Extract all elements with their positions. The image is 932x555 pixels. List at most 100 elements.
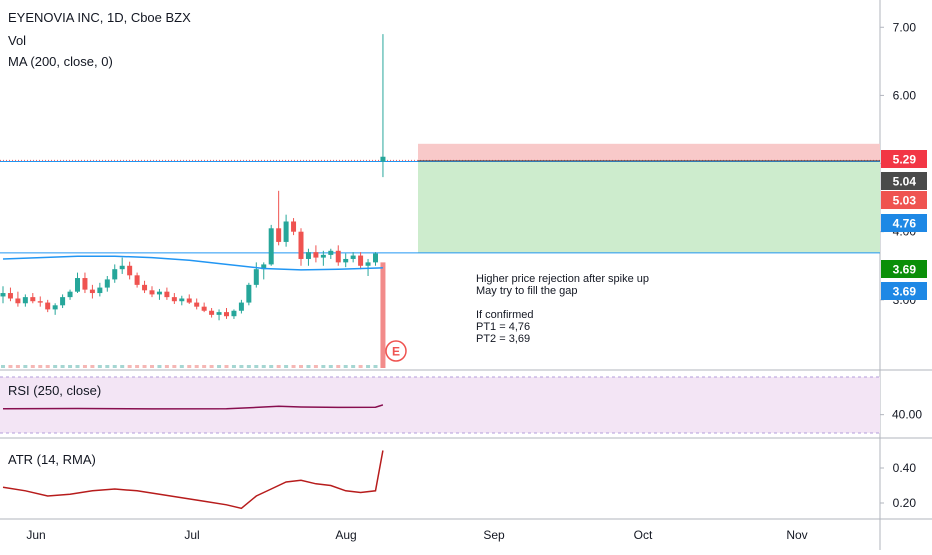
candle[interactable] (156, 288, 162, 300)
candle-body (75, 278, 80, 292)
candle[interactable] (82, 272, 88, 294)
candle[interactable] (194, 298, 200, 310)
candle[interactable] (112, 264, 118, 283)
candle[interactable] (246, 282, 252, 306)
rsi-axis[interactable]: 40.00 (880, 408, 922, 422)
volume-bar (202, 365, 207, 368)
earnings-marker-label: E (392, 345, 400, 359)
candle[interactable] (283, 214, 289, 247)
candle[interactable] (37, 296, 43, 307)
candle[interactable] (52, 303, 58, 315)
price-levels[interactable] (0, 159, 880, 254)
price-badge-label: 5.03 (893, 194, 917, 208)
candle-body (373, 253, 378, 263)
time-tick-label: Jul (184, 528, 199, 542)
candle[interactable] (149, 286, 155, 298)
candle-body (142, 284, 148, 291)
candle[interactable] (30, 293, 36, 304)
candle[interactable] (171, 293, 177, 304)
atr-axis[interactable]: 0.40 0.20 (880, 461, 916, 510)
ma-line (2, 255, 383, 271)
candle-body (216, 312, 222, 315)
candle[interactable] (186, 294, 192, 304)
candle[interactable] (134, 272, 140, 288)
volume-bar (135, 365, 140, 368)
candle[interactable] (179, 295, 185, 306)
candle[interactable] (22, 294, 28, 307)
candle-body (358, 255, 364, 266)
candle-body (231, 310, 237, 317)
candle[interactable] (209, 308, 215, 318)
time-tick-label: Aug (335, 528, 356, 542)
candle-body (186, 298, 192, 303)
candle[interactable] (276, 190, 282, 246)
stop-loss-zone[interactable] (418, 143, 880, 161)
volume-bar (68, 365, 73, 368)
annotation-note[interactable]: Higher price rejection after spike up Ma… (476, 273, 652, 345)
gap-candle[interactable] (380, 262, 386, 368)
candle-body (238, 302, 244, 311)
volume-bar (30, 365, 35, 368)
candle-body (298, 231, 304, 259)
candle[interactable] (373, 252, 378, 266)
legend-atr[interactable]: ATR (14, RMA) (8, 452, 96, 467)
candle[interactable] (305, 248, 311, 266)
candle[interactable] (7, 287, 13, 302)
candle[interactable] (313, 245, 319, 263)
candle[interactable] (119, 257, 125, 274)
time-axis[interactable]: Jun Jul Aug Sep Oct Nov (26, 528, 807, 542)
candle-body (380, 156, 386, 162)
candle[interactable] (320, 250, 326, 266)
candle[interactable] (268, 224, 274, 266)
candle[interactable] (216, 309, 222, 321)
price-badge-label: 5.29 (893, 153, 917, 167)
candle[interactable] (328, 248, 334, 259)
candle[interactable] (164, 287, 170, 300)
candle[interactable] (67, 289, 73, 300)
volume-bar (157, 365, 162, 368)
candle-body (7, 293, 13, 299)
candle[interactable] (261, 262, 267, 280)
candle[interactable] (231, 309, 237, 319)
chart-title[interactable]: EYENOVIA INC, 1D, Cboe BZX (8, 10, 191, 25)
candle[interactable] (380, 34, 386, 178)
candle[interactable] (238, 299, 244, 314)
candle[interactable] (89, 284, 95, 299)
take-profit-zone[interactable] (418, 160, 880, 253)
candle[interactable] (127, 261, 133, 280)
candle[interactable] (343, 253, 349, 268)
candlestick-series[interactable] (0, 34, 386, 368)
candle[interactable] (291, 218, 297, 236)
legend-vol[interactable]: Vol (8, 33, 26, 48)
candle[interactable] (45, 299, 51, 313)
candle[interactable] (142, 280, 148, 294)
legend-ma[interactable]: MA (200, close, 0) (8, 54, 113, 69)
candle-body (261, 264, 267, 270)
candle[interactable] (75, 272, 80, 294)
volume-bar (187, 365, 192, 368)
candle[interactable] (97, 282, 103, 297)
candle[interactable] (15, 291, 21, 307)
volume-bar (150, 365, 154, 368)
candle[interactable] (350, 252, 356, 263)
candle[interactable] (253, 262, 259, 288)
price-badge-label: 5.04 (893, 175, 917, 189)
candle[interactable] (60, 294, 66, 309)
candle[interactable] (358, 252, 364, 270)
candle[interactable] (0, 286, 6, 304)
candle-body (97, 287, 103, 294)
candle[interactable] (104, 276, 110, 292)
candle-body (156, 291, 162, 295)
volume-bar (313, 365, 318, 368)
candle[interactable] (201, 302, 207, 313)
candle[interactable] (298, 228, 304, 266)
candle[interactable] (335, 245, 341, 266)
volume-bar (164, 365, 169, 368)
earnings-marker[interactable]: E (385, 340, 407, 362)
volume-bar (291, 365, 296, 368)
candle[interactable] (224, 308, 229, 319)
candle[interactable] (365, 258, 371, 276)
legend-rsi[interactable]: RSI (250, close) (8, 383, 101, 398)
volume-bar (261, 365, 266, 368)
